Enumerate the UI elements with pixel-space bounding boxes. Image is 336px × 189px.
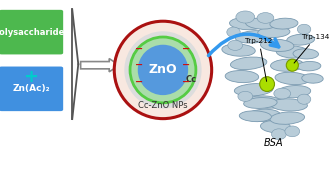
Ellipse shape [247,96,284,108]
Text: −: − [135,60,143,70]
Text: −: − [182,60,191,70]
Ellipse shape [260,121,291,133]
Ellipse shape [297,61,321,71]
Ellipse shape [257,13,274,23]
Text: −: − [182,44,191,54]
Text: −: − [135,44,143,54]
Ellipse shape [276,46,308,58]
Ellipse shape [222,44,255,56]
Ellipse shape [297,94,311,104]
Ellipse shape [274,88,291,99]
Ellipse shape [130,37,196,103]
Text: −: − [182,77,191,87]
Text: Cc: Cc [186,75,197,84]
Text: Trp-134: Trp-134 [294,34,330,63]
Text: −: − [135,77,143,87]
Ellipse shape [293,49,319,59]
Ellipse shape [244,98,277,108]
Ellipse shape [258,27,290,38]
Ellipse shape [239,111,271,122]
FancyArrowPatch shape [208,34,279,56]
Ellipse shape [236,11,255,23]
Ellipse shape [270,112,305,124]
Ellipse shape [275,72,310,85]
Ellipse shape [229,18,264,30]
FancyArrow shape [81,59,119,72]
Text: ZnO: ZnO [149,64,177,76]
Text: polysaccharides: polysaccharides [0,28,69,37]
Ellipse shape [271,129,286,139]
Ellipse shape [302,74,323,83]
Ellipse shape [286,59,298,71]
Ellipse shape [277,86,311,98]
Ellipse shape [297,24,311,34]
Ellipse shape [114,21,212,119]
Text: BSA: BSA [264,138,284,148]
Ellipse shape [236,31,272,43]
Text: +: + [24,67,38,86]
Ellipse shape [270,99,307,111]
Ellipse shape [227,27,240,37]
Ellipse shape [228,40,243,50]
Ellipse shape [247,109,281,121]
Ellipse shape [124,31,202,108]
Ellipse shape [234,84,273,96]
Ellipse shape [287,34,315,45]
Ellipse shape [230,57,267,70]
Ellipse shape [285,126,300,137]
Ellipse shape [270,59,304,71]
Text: Trp-212: Trp-212 [245,38,272,81]
Ellipse shape [138,45,188,95]
FancyBboxPatch shape [0,67,63,111]
Text: Zn(Ac)₂: Zn(Ac)₂ [12,84,50,93]
Ellipse shape [270,18,298,29]
FancyBboxPatch shape [0,10,63,54]
Ellipse shape [238,91,253,101]
Text: Cc-ZnO NPs: Cc-ZnO NPs [138,101,188,110]
Ellipse shape [260,39,294,51]
Ellipse shape [225,70,259,83]
Ellipse shape [260,77,275,91]
Ellipse shape [245,18,276,29]
